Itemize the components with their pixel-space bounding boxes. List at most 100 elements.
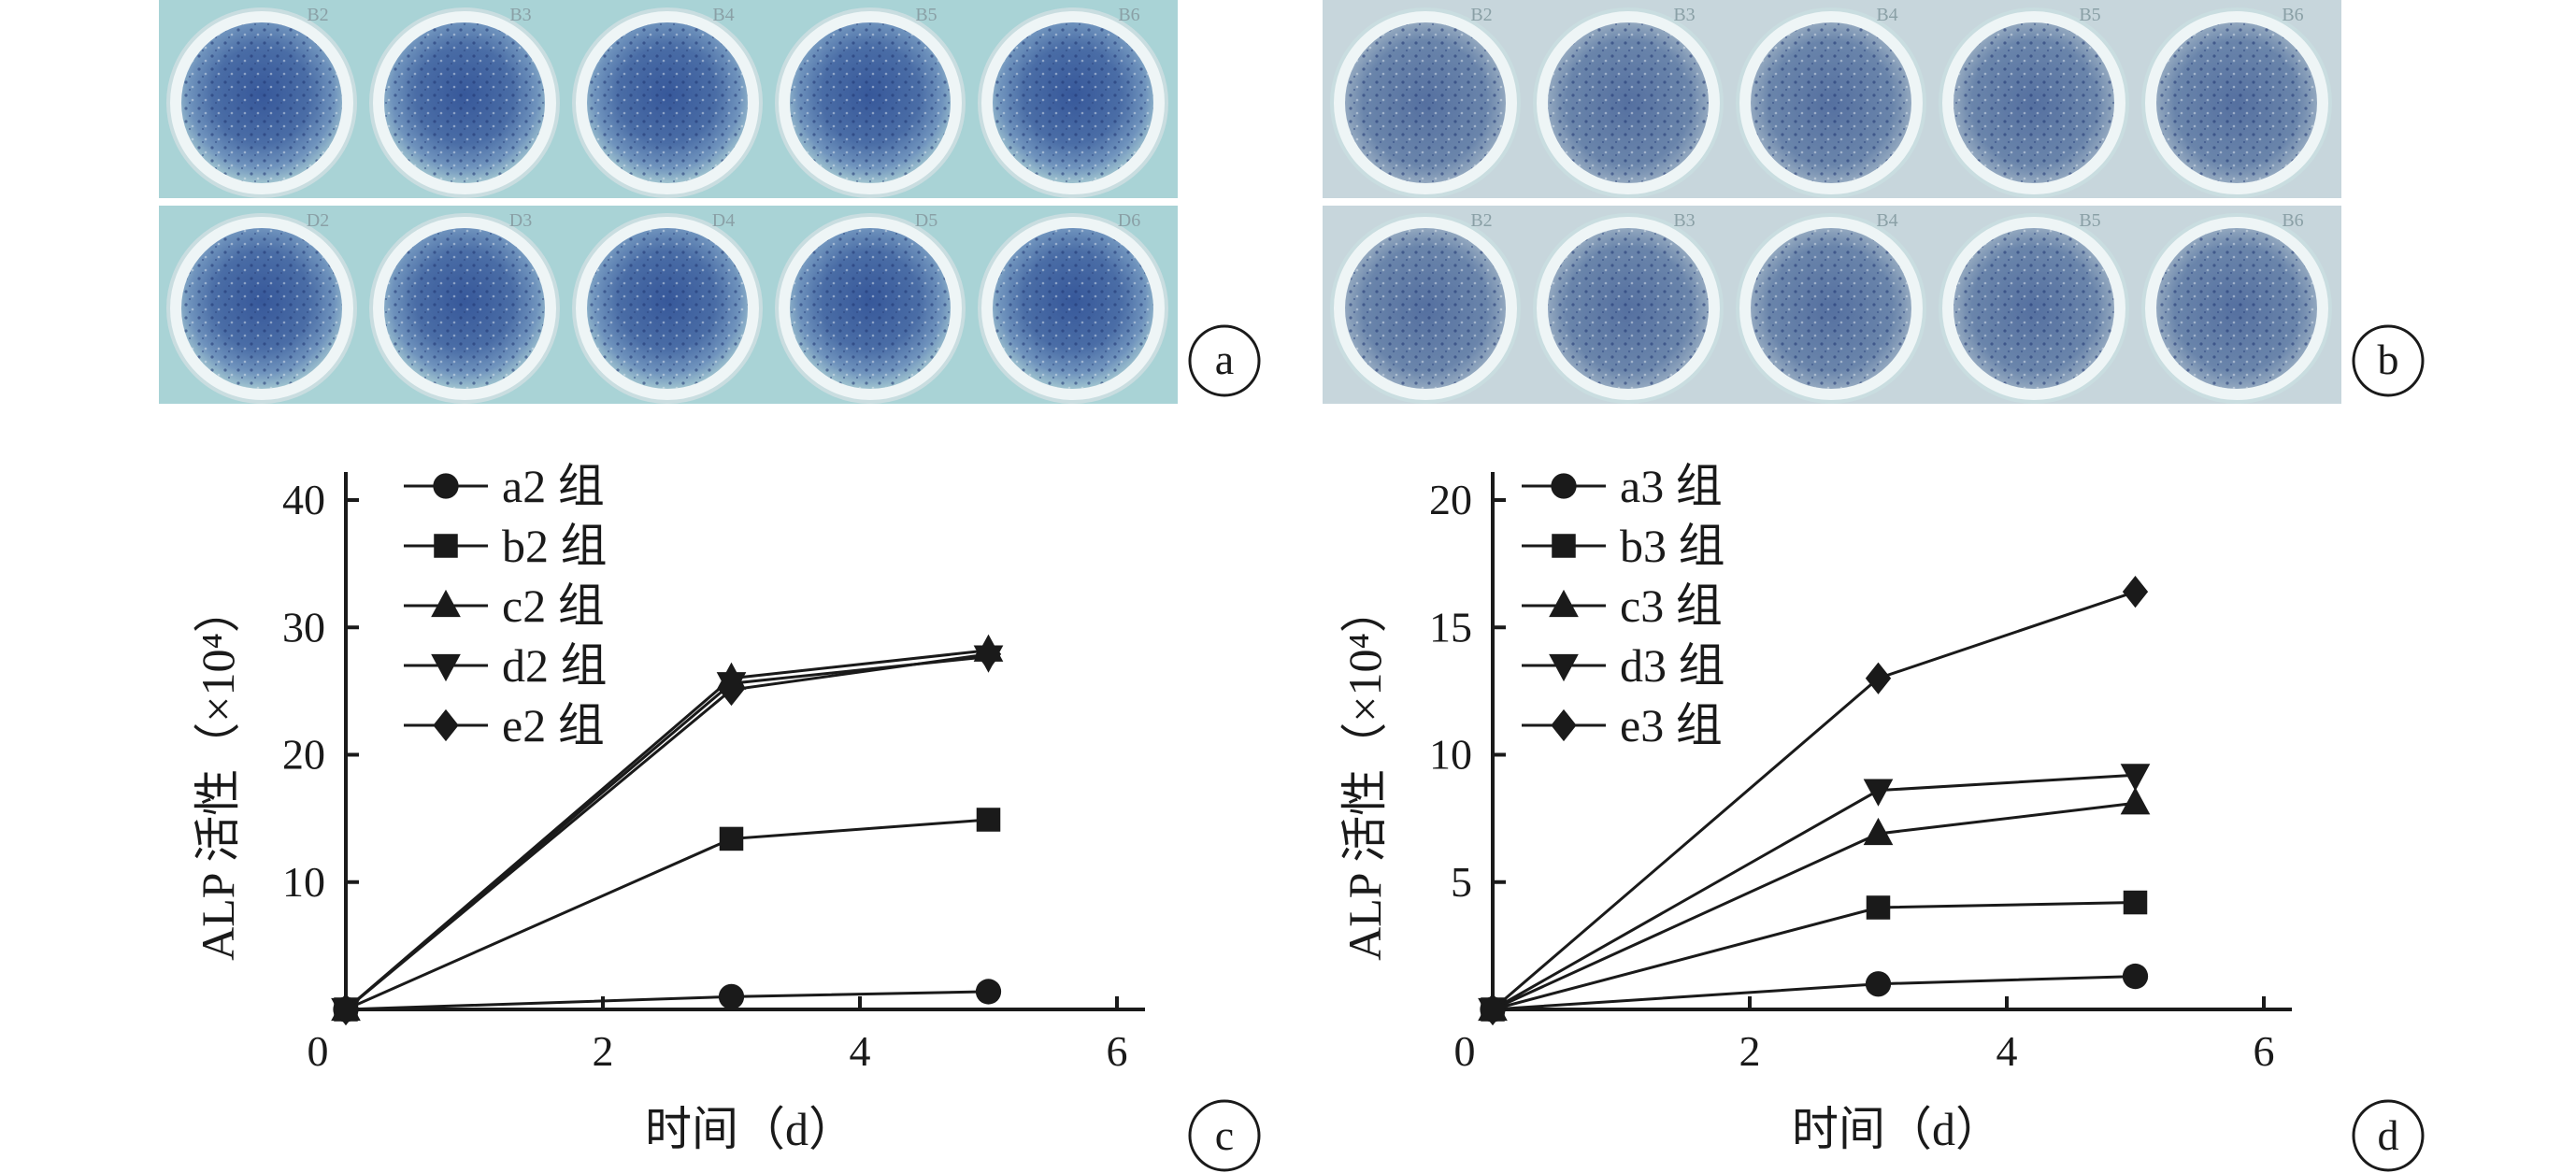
well-label: B5 <box>915 5 937 25</box>
panel-letter-circle <box>1188 1099 1261 1172</box>
y-tick-label: 20 <box>282 731 325 779</box>
marker-diamond <box>975 637 1002 671</box>
well-label: B5 <box>2079 5 2100 25</box>
marker-triangle-down <box>1863 779 1894 807</box>
x-tick-label: 0 <box>308 1027 329 1075</box>
x-tick-label: 0 <box>1454 1027 1476 1075</box>
y-tick-label: 40 <box>282 476 325 523</box>
well-speckle <box>1953 22 2114 183</box>
marker-square <box>976 808 1001 832</box>
well-speckle <box>1548 228 1709 389</box>
marker-square <box>1552 534 1576 558</box>
marker-triangle-up <box>1863 817 1894 846</box>
legend-entry: d2 组 <box>502 639 608 692</box>
series-line <box>345 652 989 1011</box>
series-line <box>1492 975 2136 1011</box>
x-tick-label: 2 <box>593 1027 614 1075</box>
marker-circle <box>718 983 745 1010</box>
legend-entry: a2 组 <box>502 460 605 512</box>
well-label: D2 <box>307 210 329 231</box>
marker-circle <box>975 979 1002 1005</box>
marker-triangle-down <box>1549 653 1579 682</box>
marker-square <box>434 534 458 558</box>
marker-circle <box>433 473 459 499</box>
well-speckle <box>181 22 342 183</box>
well-label: B6 <box>2282 5 2303 25</box>
marker-diamond <box>2122 575 2149 608</box>
well-label: B4 <box>1876 5 1897 25</box>
marker-triangle-down <box>2120 764 2151 792</box>
x-tick-label: 2 <box>1739 1027 1761 1075</box>
legend-entry: c2 组 <box>502 579 605 632</box>
well-speckle <box>993 22 1153 183</box>
series-line <box>345 649 989 1011</box>
well-label: B4 <box>1876 210 1897 231</box>
panel-letter: c <box>1215 1111 1234 1159</box>
legend-entry: e2 组 <box>502 699 605 751</box>
well-speckle <box>2156 22 2317 183</box>
legend-entry: a3 组 <box>1620 460 1723 512</box>
marker-square <box>2123 890 2148 915</box>
well-speckle <box>1751 228 1911 389</box>
well-speckle <box>1345 22 1506 183</box>
y-axis-title: ALP 活性（×10⁴） <box>1338 586 1391 961</box>
marker-triangle-down <box>431 653 461 682</box>
well-label: B3 <box>1673 5 1695 25</box>
series-line <box>1492 590 2136 1011</box>
photo-panel-a: B2 B3 B4 B5 B6 D2 D3 D4 D5 D6 a <box>159 0 1261 404</box>
legend-entry: d3 组 <box>1620 639 1725 692</box>
y-tick-label: 5 <box>1451 858 1472 906</box>
well-speckle <box>790 22 951 183</box>
x-axis-title: 时间（d） <box>645 1103 855 1155</box>
panel-letter-circle <box>2352 324 2425 397</box>
well-label: D6 <box>1118 210 1140 231</box>
well-label: B2 <box>1470 5 1492 25</box>
panel-letter-circle <box>2352 1099 2425 1172</box>
y-tick-label: 10 <box>1429 731 1472 779</box>
marker-square <box>1866 895 1891 920</box>
marker-diamond <box>433 708 459 742</box>
y-tick-label: 10 <box>282 858 325 906</box>
y-tick-label: 20 <box>1429 476 1472 523</box>
marker-diamond <box>1480 993 1506 1026</box>
marker-triangle-up <box>431 589 461 618</box>
y-tick-label: 30 <box>282 603 325 651</box>
series-line <box>1492 773 2136 1011</box>
panel-letter-circle <box>1188 324 1261 397</box>
well-speckle <box>1953 228 2114 389</box>
x-tick-label: 6 <box>2254 1027 2275 1075</box>
well-label: D5 <box>915 210 937 231</box>
panel-letter: a <box>1215 336 1234 383</box>
x-tick-label: 6 <box>1107 1027 1128 1075</box>
well-label: D4 <box>712 210 735 231</box>
well-speckle <box>384 228 545 389</box>
well-speckle <box>587 228 748 389</box>
well-label: B2 <box>1470 210 1492 231</box>
marker-diamond <box>1865 662 1892 694</box>
legend-entry: c3 组 <box>1620 579 1723 632</box>
x-axis-title: 时间（d） <box>1792 1103 2002 1155</box>
well-speckle <box>1345 228 1506 389</box>
well-speckle <box>790 228 951 389</box>
legend-entry: e3 组 <box>1620 699 1723 751</box>
chart-panel-d: 0 2 4 6 5 10 15 20 时间（d） ALP 活性（×10⁴） a3 组 b3 组 c3 组… <box>1338 460 2425 1172</box>
well-speckle <box>2156 228 2317 389</box>
well-label: B4 <box>712 5 734 25</box>
photo-panel-b: B2 B3 B4 B5 B6 B2 B3 B4 B5 B6 b <box>1323 0 2425 404</box>
panel-letter: d <box>2378 1111 2399 1159</box>
marker-square <box>719 826 744 851</box>
marker-triangle-up <box>1549 589 1579 618</box>
marker-diamond <box>1551 708 1577 742</box>
legend-entry: b3 组 <box>1620 520 1725 572</box>
y-axis-title: ALP 活性（×10⁴） <box>192 586 244 961</box>
well-speckle <box>384 22 545 183</box>
well-label: D3 <box>509 210 532 231</box>
marker-circle <box>2122 963 2149 990</box>
well-speckle <box>181 228 342 389</box>
marker-diamond <box>718 673 745 707</box>
marker-circle <box>1865 971 1892 997</box>
y-tick-label: 15 <box>1429 603 1472 651</box>
marker-triangle-up <box>2120 787 2151 815</box>
well-speckle <box>1548 22 1709 183</box>
